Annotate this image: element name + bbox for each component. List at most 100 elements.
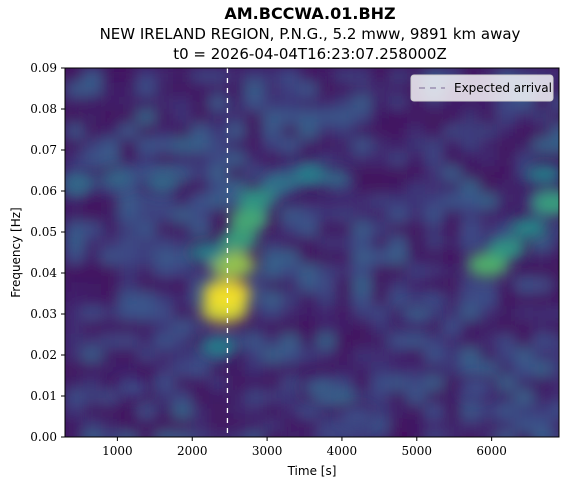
heatmap-cell bbox=[389, 404, 407, 418]
heatmap-cell bbox=[497, 348, 515, 362]
heatmap-cell bbox=[371, 166, 389, 180]
heatmap-cell bbox=[407, 152, 425, 166]
heatmap-cell bbox=[335, 362, 353, 376]
heatmap-cell bbox=[461, 334, 479, 348]
energy-peak bbox=[264, 172, 301, 194]
heatmap-cell bbox=[281, 96, 299, 110]
heatmap-cell bbox=[551, 404, 559, 418]
heatmap-cell bbox=[173, 320, 191, 334]
heatmap-cell bbox=[65, 152, 83, 166]
heatmap-cell bbox=[407, 236, 425, 250]
heatmap-cell bbox=[551, 376, 559, 390]
heatmap-cell bbox=[551, 362, 559, 376]
heatmap-cell bbox=[371, 208, 389, 222]
heatmap-cell bbox=[335, 278, 353, 292]
y-tick-label: 0.05 bbox=[30, 225, 57, 239]
heatmap-cell bbox=[353, 208, 371, 222]
heatmap-cell bbox=[479, 278, 497, 292]
heatmap-cell bbox=[227, 320, 245, 334]
heatmap-cell bbox=[299, 152, 317, 166]
heatmap-cell bbox=[335, 264, 353, 278]
heatmap-cell bbox=[299, 404, 317, 418]
heatmap-cell bbox=[155, 292, 173, 306]
heatmap-cell bbox=[317, 264, 335, 278]
heatmap-cell bbox=[65, 124, 83, 138]
heatmap-cell bbox=[245, 432, 263, 437]
heatmap-cell bbox=[353, 390, 371, 404]
heatmap-cell bbox=[533, 376, 551, 390]
heatmap-cell bbox=[263, 348, 281, 362]
heatmap-cell bbox=[299, 418, 317, 432]
heatmap-cell bbox=[389, 68, 407, 82]
heatmap-cell bbox=[335, 390, 353, 404]
heatmap-cell bbox=[443, 138, 461, 152]
heatmap-cell bbox=[533, 362, 551, 376]
heatmap-cell bbox=[443, 208, 461, 222]
heatmap-cell bbox=[443, 250, 461, 264]
heatmap-cell bbox=[65, 194, 83, 208]
heatmap-cell bbox=[335, 194, 353, 208]
heatmap-cell bbox=[479, 152, 497, 166]
heatmap-cell bbox=[227, 152, 245, 166]
heatmap-cell bbox=[209, 152, 227, 166]
heatmap-cell bbox=[389, 348, 407, 362]
heatmap-cell bbox=[245, 334, 263, 348]
y-axis-label: Frequency [Hz] bbox=[9, 207, 23, 298]
heatmap-cell bbox=[137, 250, 155, 264]
heatmap-cell bbox=[101, 222, 119, 236]
heatmap-cell bbox=[461, 320, 479, 334]
heatmap-cell bbox=[119, 306, 137, 320]
heatmap-cell bbox=[389, 194, 407, 208]
heatmap-cell bbox=[353, 250, 371, 264]
energy-peak bbox=[199, 336, 237, 358]
heatmap-cell bbox=[137, 82, 155, 96]
heatmap-cell bbox=[353, 180, 371, 194]
heatmap-cell bbox=[443, 390, 461, 404]
heatmap-cell bbox=[119, 432, 137, 437]
heatmap-cell bbox=[515, 180, 533, 194]
legend: Expected arrival bbox=[410, 74, 554, 102]
heatmap-cell bbox=[119, 124, 137, 138]
heatmap-cell bbox=[461, 278, 479, 292]
heatmap-cell bbox=[479, 334, 497, 348]
heatmap-cell bbox=[191, 264, 209, 278]
heatmap-cell bbox=[65, 110, 83, 124]
heatmap-cell bbox=[299, 110, 317, 124]
heatmap-cell bbox=[407, 222, 425, 236]
heatmap-cell bbox=[443, 376, 461, 390]
heatmap-cell bbox=[425, 194, 443, 208]
heatmap-cell bbox=[299, 124, 317, 138]
heatmap-cell bbox=[245, 418, 263, 432]
heatmap-cell bbox=[101, 82, 119, 96]
heatmap-cell bbox=[137, 418, 155, 432]
heatmap-cell bbox=[119, 292, 137, 306]
heatmap-cell bbox=[227, 404, 245, 418]
heatmap-cell bbox=[101, 236, 119, 250]
y-tick-label: 0.04 bbox=[30, 266, 57, 280]
heatmap-cell bbox=[389, 264, 407, 278]
heatmap-cell bbox=[83, 362, 101, 376]
heatmap-cell bbox=[137, 208, 155, 222]
heatmap-cell bbox=[497, 166, 515, 180]
heatmap-cell bbox=[101, 390, 119, 404]
heatmap-cell bbox=[533, 348, 551, 362]
heatmap-cell bbox=[371, 348, 389, 362]
heatmap-cell bbox=[317, 124, 335, 138]
heatmap-cell bbox=[533, 138, 551, 152]
heatmap-cell bbox=[533, 278, 551, 292]
heatmap-cell bbox=[353, 292, 371, 306]
heatmap-cell bbox=[155, 250, 173, 264]
heatmap-cell bbox=[335, 432, 353, 437]
heatmap-cell bbox=[155, 96, 173, 110]
heatmap-cell bbox=[479, 180, 497, 194]
heatmap-cell bbox=[101, 418, 119, 432]
heatmap-cell bbox=[83, 390, 101, 404]
heatmap-cell bbox=[371, 418, 389, 432]
heatmap-cell bbox=[173, 152, 191, 166]
heatmap-cell bbox=[425, 292, 443, 306]
heatmap-cell bbox=[65, 390, 83, 404]
heatmap-cell bbox=[497, 334, 515, 348]
heatmap-cell bbox=[281, 292, 299, 306]
heatmap-cell bbox=[497, 138, 515, 152]
heatmap-cell bbox=[479, 292, 497, 306]
